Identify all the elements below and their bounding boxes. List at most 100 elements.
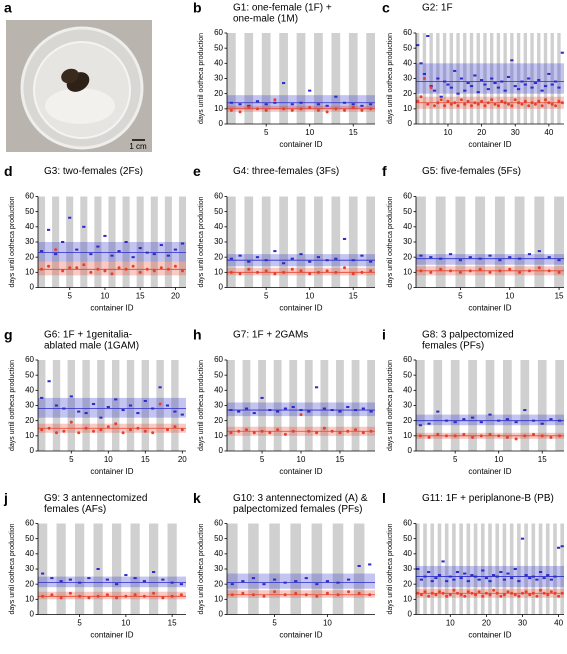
y-tick-label: 60 <box>214 192 223 201</box>
container-stripe <box>75 523 85 615</box>
container-stripe <box>244 33 254 124</box>
point <box>92 429 95 433</box>
point <box>486 101 490 105</box>
point <box>488 432 492 436</box>
y-tick-label: 0 <box>219 446 224 455</box>
y-tick-label: 60 <box>403 519 412 528</box>
point <box>459 77 464 80</box>
point <box>535 578 539 581</box>
point <box>462 418 466 421</box>
point <box>503 101 507 105</box>
container-stripe <box>331 33 341 124</box>
point <box>429 256 433 259</box>
point <box>560 591 564 595</box>
point <box>251 577 256 580</box>
container-stripe <box>452 523 456 615</box>
point <box>61 269 65 273</box>
x-tick-label: 15 <box>141 455 150 464</box>
point <box>463 572 467 575</box>
container-stripe <box>433 360 443 451</box>
point <box>557 594 561 598</box>
chart-title: palpectomized females (PFs) <box>233 504 363 515</box>
point <box>505 435 509 439</box>
point <box>304 577 308 580</box>
point <box>152 253 156 256</box>
point <box>290 103 294 106</box>
point <box>91 402 96 405</box>
y-tick-label: 10 <box>403 431 412 440</box>
point <box>151 407 155 410</box>
point <box>315 583 319 586</box>
point <box>133 593 137 597</box>
container-stripe <box>480 523 485 615</box>
point <box>180 269 184 273</box>
point <box>316 108 320 112</box>
y-tick-label: 50 <box>403 43 412 52</box>
point <box>315 594 319 598</box>
point <box>468 269 472 273</box>
point <box>346 429 350 433</box>
point <box>87 577 91 580</box>
point <box>229 257 233 260</box>
point <box>557 86 561 89</box>
chart-title: G10: 3 antennectomized (A) & <box>233 493 368 504</box>
container-stripe <box>38 196 46 288</box>
y-axis-label: days until ootheca production <box>387 33 394 124</box>
chart-panel: g G6: 1F + 1genitalia-ablated male (1GAM)… <box>4 327 187 476</box>
point <box>558 419 562 422</box>
container-stripe <box>97 360 105 451</box>
x-tick-label: 20 <box>477 128 486 137</box>
point <box>514 437 518 441</box>
container-stripe <box>516 33 521 124</box>
sd-band <box>227 573 375 589</box>
container-stripe <box>442 33 447 124</box>
point <box>513 85 517 88</box>
x-tick-label: 10 <box>104 455 113 464</box>
point <box>96 594 100 598</box>
point <box>99 428 103 432</box>
point <box>523 409 527 412</box>
container-stripe <box>67 360 75 451</box>
point <box>419 578 424 581</box>
point <box>369 107 373 111</box>
y-tick-label: 30 <box>403 564 412 573</box>
panel-letter: e <box>193 163 201 179</box>
point <box>260 396 264 399</box>
y-tick-label: 20 <box>214 89 223 98</box>
point <box>546 593 550 597</box>
x-axis-label: container ID <box>279 631 322 640</box>
point <box>486 88 490 91</box>
sd-band <box>416 254 564 265</box>
point <box>462 432 466 436</box>
chart-title: G8: 3 palpectomized <box>422 330 514 341</box>
chart-title: G6: 1F + 1genitalia- <box>44 330 132 341</box>
point <box>40 428 44 432</box>
point <box>282 270 286 274</box>
y-tick-label: 20 <box>214 579 223 588</box>
x-tick-label: 15 <box>555 292 564 301</box>
point <box>549 590 553 594</box>
point <box>89 253 93 256</box>
container-stripe <box>466 523 471 615</box>
x-tick-label: 15 <box>136 292 145 301</box>
point <box>527 104 531 108</box>
x-axis-label: container ID <box>279 140 322 149</box>
point <box>268 431 272 435</box>
point <box>488 580 492 583</box>
container-stripe <box>320 360 329 451</box>
point <box>427 571 431 574</box>
chart-title: G7: 1F + 2GAMs <box>233 330 308 341</box>
sd-band <box>38 576 186 588</box>
point <box>180 428 184 432</box>
container-stripe <box>495 523 500 615</box>
container-stripe <box>483 33 487 124</box>
y-tick-label: 50 <box>403 370 412 379</box>
point <box>255 107 259 111</box>
container-stripe <box>348 196 358 288</box>
container-stripe <box>503 360 512 451</box>
point <box>473 101 477 105</box>
point <box>556 546 561 549</box>
point <box>469 85 474 88</box>
y-tick-label: 40 <box>25 222 34 231</box>
point <box>419 254 423 257</box>
